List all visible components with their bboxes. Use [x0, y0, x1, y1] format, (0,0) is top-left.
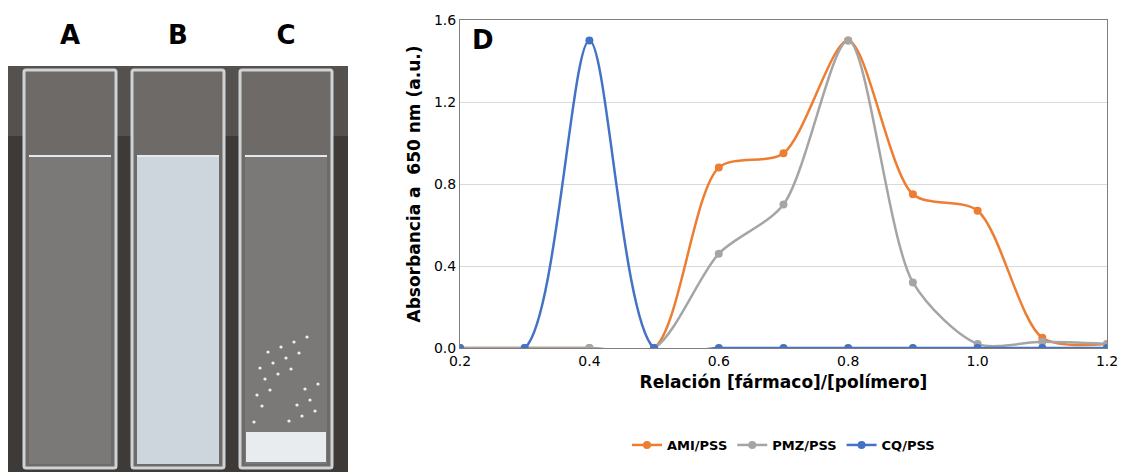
svg-text:CQ/PSS: CQ/PSS	[882, 438, 935, 453]
svg-text:0.2: 0.2	[449, 353, 471, 369]
svg-text:PMZ/PSS: PMZ/PSS	[772, 438, 836, 453]
svg-text:Absorbancia a 650 nm (a.u.): Absorbancia a 650 nm (a.u.)	[404, 45, 424, 322]
svg-text:A: A	[60, 20, 80, 50]
svg-text:B: B	[168, 20, 188, 50]
svg-text:0.8: 0.8	[434, 176, 456, 192]
svg-text:0.4: 0.4	[434, 258, 456, 274]
svg-text:1.2: 1.2	[1096, 353, 1118, 369]
svg-text:1.2: 1.2	[434, 94, 456, 110]
svg-text:0.6: 0.6	[708, 353, 730, 369]
svg-text:Relación [fármaco]/[polímero]: Relación [fármaco]/[polímero]	[640, 372, 928, 392]
svg-text:1.0: 1.0	[966, 353, 988, 369]
svg-text:AMI/PSS: AMI/PSS	[667, 438, 727, 453]
svg-text:1.6: 1.6	[434, 12, 456, 28]
svg-text:D: D	[472, 25, 494, 55]
svg-text:C: C	[276, 20, 295, 50]
svg-text:0.0: 0.0	[434, 340, 456, 356]
svg-text:0.8: 0.8	[837, 353, 859, 369]
svg-text:0.4: 0.4	[578, 353, 600, 369]
